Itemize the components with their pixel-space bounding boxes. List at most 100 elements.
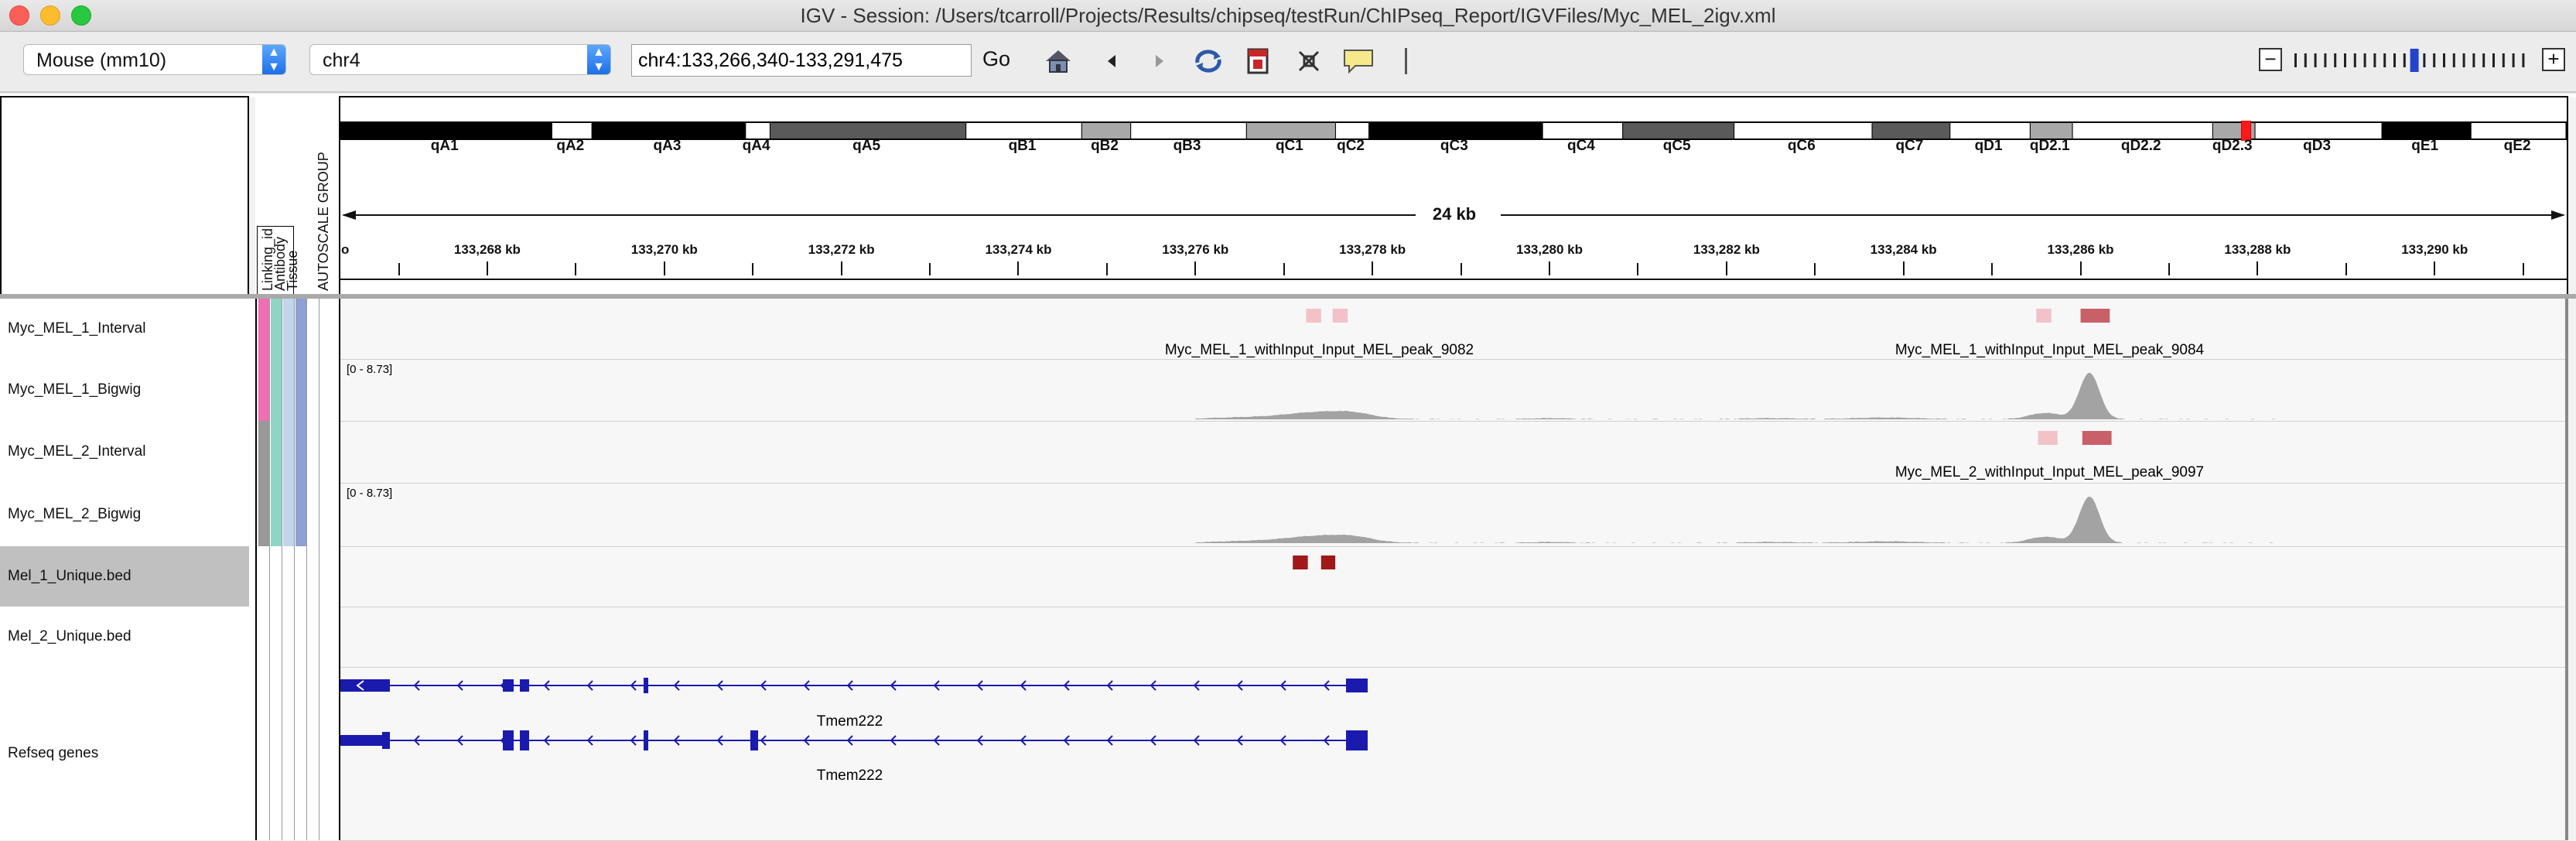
ideogram-ruler-panel[interactable] xyxy=(339,96,2568,296)
track-name-myc-mel-2-bigwig[interactable]: Myc_MEL_2_Bigwig xyxy=(8,506,142,522)
attribute-cell[interactable] xyxy=(258,483,269,546)
chromosome-ideogram[interactable] xyxy=(340,121,2567,141)
attr-header-autoscale-group[interactable]: AUTOSCALE GROUP xyxy=(316,152,331,291)
panel-divider[interactable] xyxy=(0,294,2576,299)
track-name-myc-mel-2-interval[interactable]: Myc_MEL_2_Interval xyxy=(8,443,146,460)
genome-select[interactable]: Mouse (mm10) ▲ ▼ xyxy=(23,44,286,75)
ruler-tick-label: 133,280 kb xyxy=(1515,242,1584,257)
strand-arrow-icon xyxy=(933,735,940,746)
ideogram-band-label: qC2 xyxy=(1337,138,1365,154)
chromosome-select[interactable]: chr4 ▲ ▼ xyxy=(309,44,611,75)
ruler-minor-tick xyxy=(1814,263,1816,275)
track-name-myc-mel-1-bigwig[interactable]: Myc_MEL_1_Bigwig xyxy=(8,381,142,398)
attribute-cell[interactable] xyxy=(271,483,282,546)
ruler-major-tick xyxy=(1372,262,1374,275)
ideogram-band xyxy=(1081,121,1132,140)
ideogram-band-label: qD2.1 xyxy=(2029,138,2070,154)
go-button[interactable]: Go xyxy=(982,47,1011,70)
strand-arrow-icon xyxy=(1106,680,1113,691)
zoom-tick xyxy=(2502,53,2505,67)
strand-arrow-icon xyxy=(543,680,550,691)
ideogram-band-label: qA3 xyxy=(653,138,682,154)
ruler-minor-tick xyxy=(575,263,577,275)
region-icon[interactable] xyxy=(1242,46,1273,77)
strand-arrow-icon xyxy=(1236,680,1243,691)
home-icon[interactable] xyxy=(1043,46,1074,77)
attribute-cell[interactable] xyxy=(283,359,294,421)
minimize-window-button[interactable] xyxy=(40,5,60,26)
attribute-cell[interactable] xyxy=(258,421,269,483)
ideogram-band-label: qC6 xyxy=(1787,138,1816,154)
zoom-tick xyxy=(2452,53,2455,67)
resize-icon[interactable] xyxy=(1293,46,1324,77)
attribute-cell[interactable] xyxy=(296,483,306,546)
attribute-cell[interactable] xyxy=(296,359,306,421)
track-name-mel-1-unique-bed[interactable]: Mel_1_Unique.bed xyxy=(8,568,132,584)
ruler-minor-tick xyxy=(2522,263,2524,275)
refresh-icon[interactable] xyxy=(1191,46,1222,77)
forward-icon[interactable] xyxy=(1143,46,1174,77)
attribute-cell[interactable] xyxy=(271,359,282,421)
ruler-major-tick xyxy=(840,262,842,275)
ideogram-band xyxy=(745,121,770,140)
attribute-cell[interactable] xyxy=(258,359,269,421)
track-name-myc-mel-1-interval[interactable]: Myc_MEL_1_Interval xyxy=(8,320,146,337)
ideogram-band-label: qB2 xyxy=(1091,138,1119,154)
ideogram-band-label: qE1 xyxy=(2411,138,2439,154)
zoom-tick xyxy=(2383,53,2386,67)
ideogram-outline xyxy=(340,121,2567,140)
attribute-cell[interactable] xyxy=(258,299,269,359)
strand-arrow-icon xyxy=(890,680,897,691)
ideogram-band-label: qC5 xyxy=(1662,138,1691,154)
back-icon[interactable] xyxy=(1097,46,1128,77)
zoom-slider[interactable] xyxy=(2290,49,2537,72)
attribute-cell[interactable] xyxy=(296,421,306,483)
attribute-column-line xyxy=(294,299,295,840)
strand-arrow-icon xyxy=(846,680,853,691)
window-title: IGV - Session: /Users/tcarroll/Projects/… xyxy=(800,4,1776,27)
attribute-cell[interactable] xyxy=(283,299,294,359)
peak-label: Myc_MEL_1_withInput_Input_MEL_peak_9084 xyxy=(1895,342,2205,358)
ruler-major-tick xyxy=(663,262,665,275)
zoom-out-button[interactable]: − xyxy=(2259,48,2282,71)
strand-arrow-icon xyxy=(803,735,810,746)
strand-arrow-icon xyxy=(1106,735,1113,746)
ideogram-band-label: qC7 xyxy=(1895,138,1924,154)
coverage-signal xyxy=(340,496,2565,543)
tracks-canvas[interactable]: Myc_MEL_1_withInput_Input_MEL_peak_9082 M… xyxy=(340,299,2565,840)
locus-input[interactable] xyxy=(631,44,972,77)
ideogram-band xyxy=(1542,121,1624,140)
track-name-refseq-genes[interactable]: Refseq genes xyxy=(8,745,99,761)
ruler-tick-label: 133,276 kb xyxy=(1162,242,1229,257)
attribute-cell[interactable] xyxy=(296,299,306,359)
strand-arrow-icon xyxy=(760,735,767,746)
gene-exon xyxy=(340,679,390,692)
gene-exon xyxy=(382,732,390,749)
attribute-cell[interactable] xyxy=(271,299,282,359)
zoom-tick xyxy=(2423,53,2426,67)
attribute-cell[interactable] xyxy=(283,483,294,546)
popup-text-icon[interactable] xyxy=(1341,46,1373,77)
ruler-tick-label: 133,286 kb xyxy=(2047,242,2114,257)
attribute-cell[interactable] xyxy=(271,421,282,483)
close-window-button[interactable] xyxy=(9,5,29,26)
zoom-tick xyxy=(2522,53,2525,67)
gene-exon xyxy=(1346,679,1368,692)
strand-arrow-icon xyxy=(1150,680,1156,691)
strand-arrow-icon xyxy=(1279,735,1286,746)
zoom-in-button[interactable]: + xyxy=(2542,48,2565,71)
ruler-tick-label: 133,270 kb xyxy=(630,242,698,257)
data-panel[interactable] xyxy=(339,299,2568,840)
zoom-tick xyxy=(2373,53,2376,67)
ideogram-band xyxy=(1130,121,1247,140)
ruler-icon[interactable] xyxy=(1405,48,1407,74)
strand-arrow-icon xyxy=(456,680,463,691)
attr-header-tissue[interactable]: Tissue xyxy=(285,250,300,291)
strand-arrow-icon xyxy=(673,735,680,746)
attribute-cell[interactable] xyxy=(283,421,294,483)
maximize-window-button[interactable] xyxy=(71,5,91,26)
name-header-panel xyxy=(0,96,249,296)
track-name-mel-2-unique-bed[interactable]: Mel_2_Unique.bed xyxy=(8,628,132,644)
ruler-major-tick xyxy=(2257,262,2259,275)
ideogram-band xyxy=(591,121,746,140)
